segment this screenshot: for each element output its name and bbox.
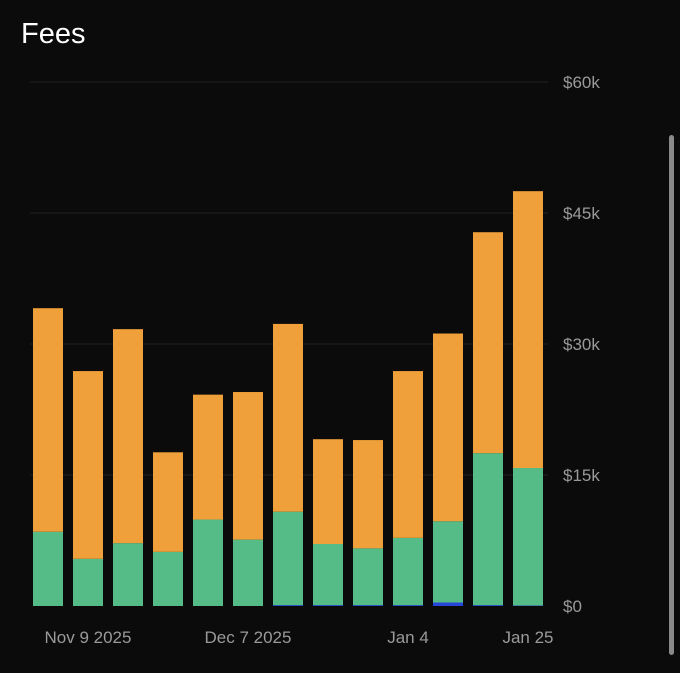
chart-title: Fees — [21, 18, 86, 50]
bar-segment-blue — [433, 602, 463, 606]
x-tick-label: Dec 7 2025 — [205, 628, 292, 647]
x-tick-label: Nov 9 2025 — [45, 628, 132, 647]
bar-segment-orange — [393, 371, 423, 538]
bar-segment-orange — [233, 392, 263, 540]
bar-segment-green — [513, 468, 543, 606]
bar-segment-orange — [113, 329, 143, 544]
bar-segment-green — [113, 543, 143, 606]
bar-segment-green — [33, 531, 63, 606]
bar-segment-green — [313, 543, 343, 606]
bar-segment-green — [233, 539, 263, 606]
bar-segment-orange — [273, 323, 303, 512]
y-tick-label: $15k — [563, 466, 600, 485]
bar-segment-orange — [73, 371, 103, 559]
bar-segment-green — [193, 519, 223, 606]
bar-segment-blue — [473, 605, 503, 606]
bar-segment-green — [473, 453, 503, 606]
bar-segment-green — [153, 551, 183, 606]
bar-segment-orange — [473, 232, 503, 454]
bar-segment-orange — [193, 394, 223, 520]
x-tick-label: Jan 4 — [387, 628, 429, 647]
bar-segment-blue — [393, 605, 423, 606]
bar-segment-green — [273, 511, 303, 606]
y-tick-label: $30k — [563, 335, 600, 354]
x-tick-label: Jan 25 — [502, 628, 553, 647]
y-tick-label: $0 — [563, 597, 582, 616]
bar-segment-green — [73, 558, 103, 606]
y-tick-label: $45k — [563, 204, 600, 223]
bar-segment-green — [433, 521, 463, 603]
bar-segment-green — [353, 548, 383, 606]
bar-segment-orange — [313, 439, 343, 544]
bar-segment-orange — [353, 440, 383, 549]
bar-segment-orange — [153, 452, 183, 552]
scrollbar[interactable] — [669, 135, 674, 655]
bar-segment-orange — [513, 191, 543, 469]
y-tick-label: $60k — [563, 73, 600, 92]
bar-segment-blue — [353, 605, 383, 606]
bar-segment-orange — [33, 308, 63, 532]
bar-segment-blue — [313, 605, 343, 606]
bar-segment-orange — [433, 333, 463, 522]
bar-segment-green — [393, 537, 423, 606]
bar-segment-blue — [273, 605, 303, 606]
